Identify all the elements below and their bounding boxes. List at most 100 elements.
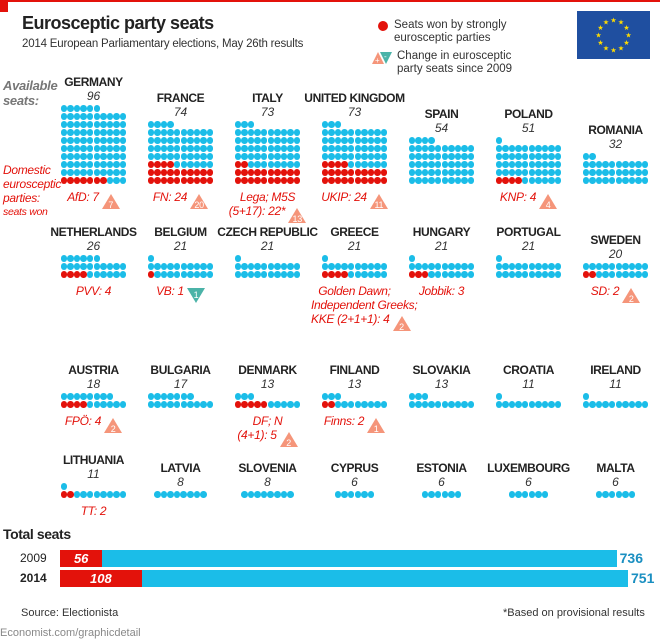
seat-dot <box>173 271 181 278</box>
seat-dot <box>106 263 114 270</box>
seat-dot <box>241 129 248 136</box>
totals-title: Total seats <box>3 526 71 542</box>
party-label: Lega; M5S (5+17): 22* 13 <box>224 190 311 224</box>
seat-dot <box>206 145 214 152</box>
country-italy: ITALY 73 <box>224 91 311 184</box>
seat-dot <box>341 491 348 498</box>
seat-dot <box>354 263 362 270</box>
seat-dot <box>448 271 455 278</box>
seat-dot <box>147 145 155 152</box>
seat-dot <box>119 113 127 120</box>
seat-dot <box>154 263 161 270</box>
country-estonia: ESTONIA 6 <box>398 461 485 498</box>
party-label: TT: 2 <box>50 504 137 518</box>
seat-dot <box>160 271 168 278</box>
seat-dot <box>461 263 468 270</box>
seat-dot <box>602 169 609 176</box>
domestic-label-text: Domestic eurosceptic parties: <box>3 163 62 205</box>
country-greece: GREECE 21 <box>311 225 398 278</box>
eurosceptic-seat-dot <box>334 177 342 184</box>
eurosceptic-seat-dot <box>206 169 214 176</box>
seat-dot <box>367 137 375 144</box>
country-belgium: BELGIUM 21 <box>137 225 224 278</box>
country-name: LITHUANIA <box>62 453 125 468</box>
seat-dot <box>347 153 355 160</box>
seat-dot <box>67 105 74 112</box>
seat-dot <box>280 161 288 168</box>
eurosceptic-seat-dot <box>260 177 268 184</box>
eurosceptic-seat-dot <box>341 161 348 168</box>
seats-won-label: seats won <box>3 206 48 218</box>
country-austria: AUSTRIA 18 <box>50 363 137 408</box>
seat-dot <box>508 145 516 152</box>
brand-tab <box>0 0 8 12</box>
seat-dot <box>347 145 355 152</box>
seat-dot <box>448 161 455 168</box>
eurosceptic-seat-dot <box>241 169 248 176</box>
seat-dot <box>293 129 301 136</box>
seat-dot <box>86 161 94 168</box>
eurosceptic-seat-dot <box>80 177 87 184</box>
eurosceptic-seat-dot <box>254 177 261 184</box>
seat-dot <box>147 137 155 144</box>
seat-dot <box>528 153 536 160</box>
change-value: 4 <box>545 200 551 210</box>
seat-dot <box>521 491 529 498</box>
seat-dot <box>582 401 590 408</box>
seat-dot <box>521 145 529 152</box>
change-value: 13 <box>292 214 302 224</box>
seat-dots <box>334 491 375 498</box>
seat-dot <box>67 153 74 160</box>
seat-dot <box>421 177 429 184</box>
seat-dot <box>434 491 442 498</box>
seat-dot <box>548 177 555 184</box>
seat-dot <box>602 491 609 498</box>
seat-dot <box>361 145 368 152</box>
seat-dot <box>267 145 275 152</box>
eurosceptic-seat-dot <box>160 177 168 184</box>
seat-dot <box>328 129 335 136</box>
seat-dot <box>274 491 281 498</box>
seat-dot <box>434 263 442 270</box>
seat-dot <box>113 145 120 152</box>
eurosceptic-seat-dot <box>293 169 301 176</box>
seat-dot <box>521 169 529 176</box>
increase-triangle-icon: 2 <box>104 418 123 434</box>
seat-dot <box>234 263 242 270</box>
credit-link[interactable]: Economist.com/graphicdetail <box>0 627 141 639</box>
party-text: Independent Greeks; <box>311 298 418 312</box>
seat-dot <box>167 393 174 400</box>
seat-dot <box>521 161 529 168</box>
seat-dots <box>595 491 636 498</box>
seat-dot <box>154 121 161 128</box>
flag-star: ★ <box>623 39 629 47</box>
eurosceptic-seat-dot <box>73 401 81 408</box>
seat-dot <box>354 129 362 136</box>
seat-dot <box>113 169 120 176</box>
seat-dot <box>635 169 642 176</box>
country-name: SLOVENIA <box>238 461 297 476</box>
eurosceptic-seat-dot <box>374 177 381 184</box>
eurosceptic-seat-dot <box>154 177 161 184</box>
seat-dot <box>354 137 362 144</box>
party-text: KKE (2+1+1): 4 <box>311 312 390 326</box>
seat-dot <box>267 271 275 278</box>
seat-dot <box>260 263 268 270</box>
seat-dot <box>60 137 68 144</box>
seat-dot <box>106 401 114 408</box>
available-seats: 8 <box>177 475 184 490</box>
seat-dot <box>67 145 74 152</box>
seat-dot <box>80 393 87 400</box>
party-text: Golden Dawn; <box>318 284 391 298</box>
seat-dot <box>548 161 555 168</box>
seat-dot <box>100 113 107 120</box>
seat-dot <box>173 153 181 160</box>
seat-dot <box>408 263 416 270</box>
seat-dot <box>448 491 455 498</box>
seat-dot <box>361 153 368 160</box>
seat-dot <box>73 121 81 128</box>
seat-dot <box>408 161 416 168</box>
seat-dot <box>415 161 422 168</box>
eurosceptic-seat-dot <box>361 177 368 184</box>
seat-dot <box>167 121 174 128</box>
